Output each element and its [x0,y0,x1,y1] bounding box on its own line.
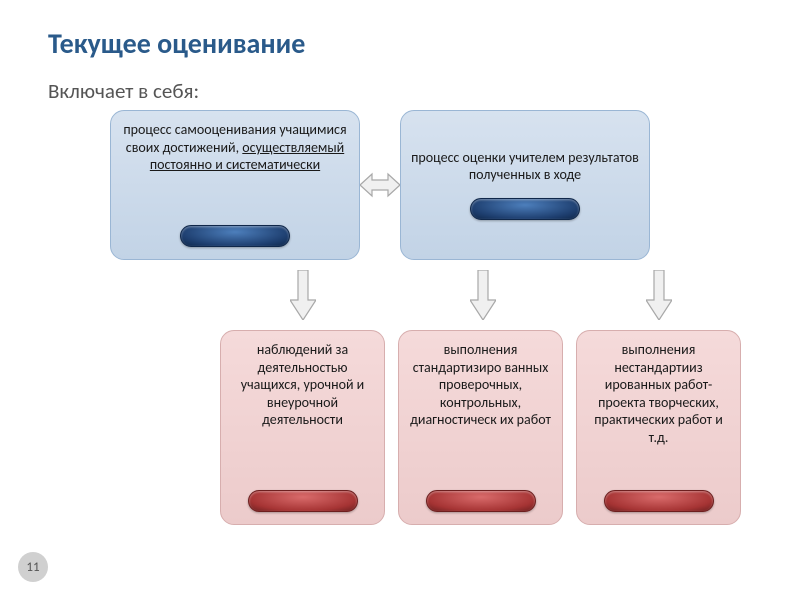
box-text: процесс самооценивания учащимися своих д… [119,121,351,174]
pill-decorative [604,490,714,512]
pill-decorative [180,225,290,247]
box-standardized-work: выполнения стандартизиро ванных провероч… [398,330,563,525]
box-text: процесс оценки учителем результатов полу… [409,149,641,184]
pill-decorative [470,198,580,220]
box-self-assessment: процесс самооценивания учащимися своих д… [110,110,360,260]
arrow-down-icon [290,270,316,320]
pill-decorative [248,490,358,512]
page-subtitle: Включает в себя: [48,78,199,104]
pill-decorative [426,490,536,512]
box-teacher-assessment: процесс оценки учителем результатов полу… [400,110,650,260]
box-text: выполнения стандартизиро ванных провероч… [407,341,554,429]
arrow-down-icon [470,270,496,320]
box-text: наблюдений за деятельностью учащихся, ур… [229,341,376,429]
page-number-badge: 11 [18,552,48,582]
arrow-bidirectional-icon [360,170,400,200]
arrow-down-icon [646,270,672,320]
page-title: Текущее оценивание [48,26,305,61]
box-nonstandard-work: выполнения нестандартииз ированных работ… [576,330,741,525]
box-text: выполнения нестандартииз ированных работ… [585,341,732,446]
box-observations: наблюдений за деятельностью учащихся, ур… [220,330,385,525]
